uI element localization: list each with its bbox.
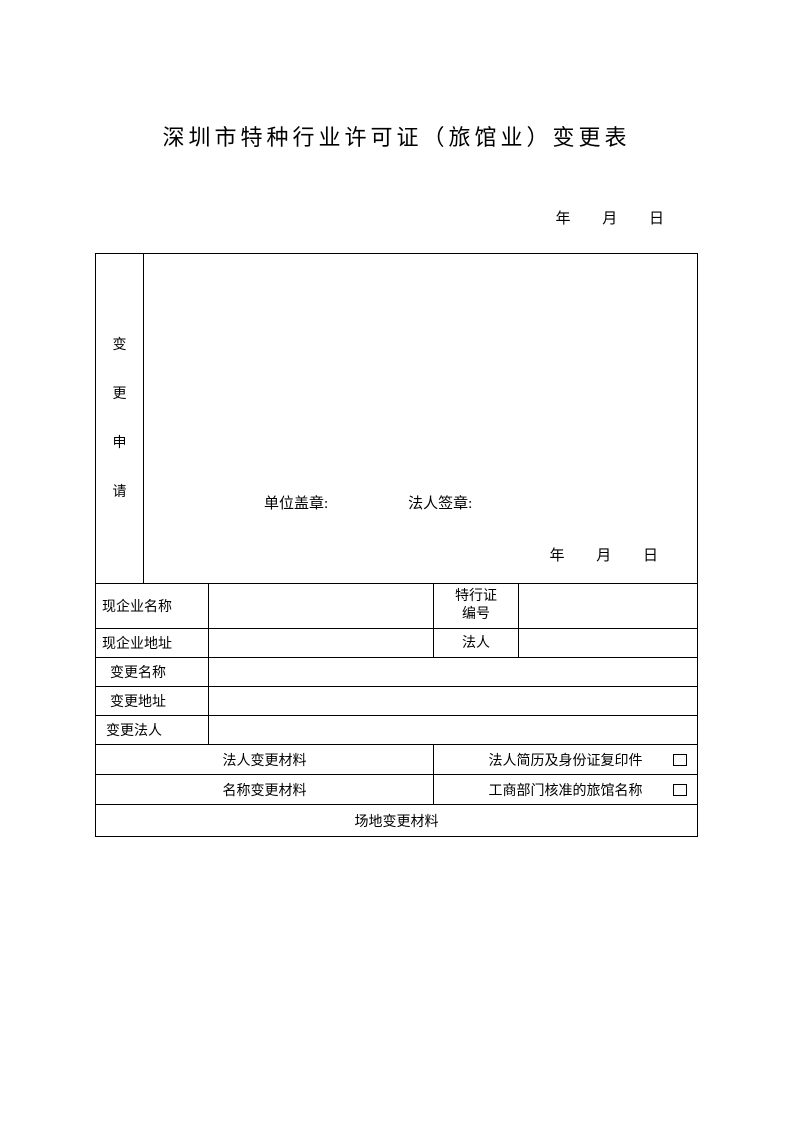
app-day-label: 日 <box>643 548 660 564</box>
legal-person-label: 法人 <box>434 629 519 658</box>
side-char-2: 更 <box>102 370 137 419</box>
legal-stamp-label: 法人签章: <box>408 492 472 513</box>
application-side-label: 变 更 申 请 <box>96 254 144 584</box>
month-label: 月 <box>602 211 619 227</box>
name-change-checkbox[interactable] <box>673 784 687 796</box>
side-char-1: 变 <box>102 321 137 370</box>
app-month-label: 月 <box>596 548 613 564</box>
name-change-doc-text: 工商部门核准的旅馆名称 <box>489 784 643 799</box>
top-date-line: 年 月 日 <box>95 207 698 228</box>
change-addr-label: 变更地址 <box>96 687 209 716</box>
change-name-value[interactable] <box>209 658 698 687</box>
change-legal-label: 变更法人 <box>96 716 209 745</box>
current-addr-value[interactable] <box>209 629 434 658</box>
side-char-3: 申 <box>102 419 137 468</box>
change-legal-value[interactable] <box>209 716 698 745</box>
permit-no-value[interactable] <box>519 584 698 629</box>
permit-no-label: 特行证编号 <box>434 584 519 629</box>
current-name-value[interactable] <box>209 584 434 629</box>
change-name-label: 变更名称 <box>96 658 209 687</box>
year-label: 年 <box>555 211 572 227</box>
legal-change-checkbox[interactable] <box>673 754 687 766</box>
legal-person-value[interactable] <box>519 629 698 658</box>
name-change-material-value: 工商部门核准的旅馆名称 <box>434 775 698 805</box>
app-year-label: 年 <box>549 548 566 564</box>
change-addr-value[interactable] <box>209 687 698 716</box>
legal-change-material-value: 法人简历及身份证复印件 <box>434 745 698 775</box>
venue-change-material-label: 场地变更材料 <box>96 805 698 837</box>
change-form-table: 变 更 申 请 单位盖章: 法人签章: 年 月 日 现企业名称 <box>95 253 698 837</box>
unit-stamp-label: 单位盖章: <box>264 492 328 513</box>
name-change-material-label: 名称变更材料 <box>96 775 434 805</box>
legal-change-doc-text: 法人简历及身份证复印件 <box>489 754 643 769</box>
legal-change-material-label: 法人变更材料 <box>96 745 434 775</box>
side-char-4: 请 <box>102 468 137 517</box>
permit-no-text: 特行证编号 <box>440 588 512 624</box>
current-name-label: 现企业名称 <box>96 584 209 629</box>
application-date-line: 年 月 日 <box>537 544 672 565</box>
day-label: 日 <box>649 211 666 227</box>
current-addr-label: 现企业地址 <box>96 629 209 658</box>
application-body[interactable]: 单位盖章: 法人签章: 年 月 日 <box>144 254 698 584</box>
page-title: 深圳市特种行业许可证（旅馆业）变更表 <box>95 120 698 152</box>
